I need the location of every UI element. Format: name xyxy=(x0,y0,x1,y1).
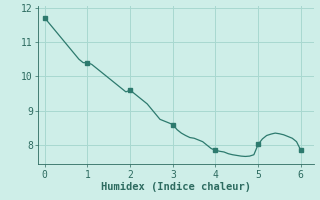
X-axis label: Humidex (Indice chaleur): Humidex (Indice chaleur) xyxy=(101,182,251,192)
